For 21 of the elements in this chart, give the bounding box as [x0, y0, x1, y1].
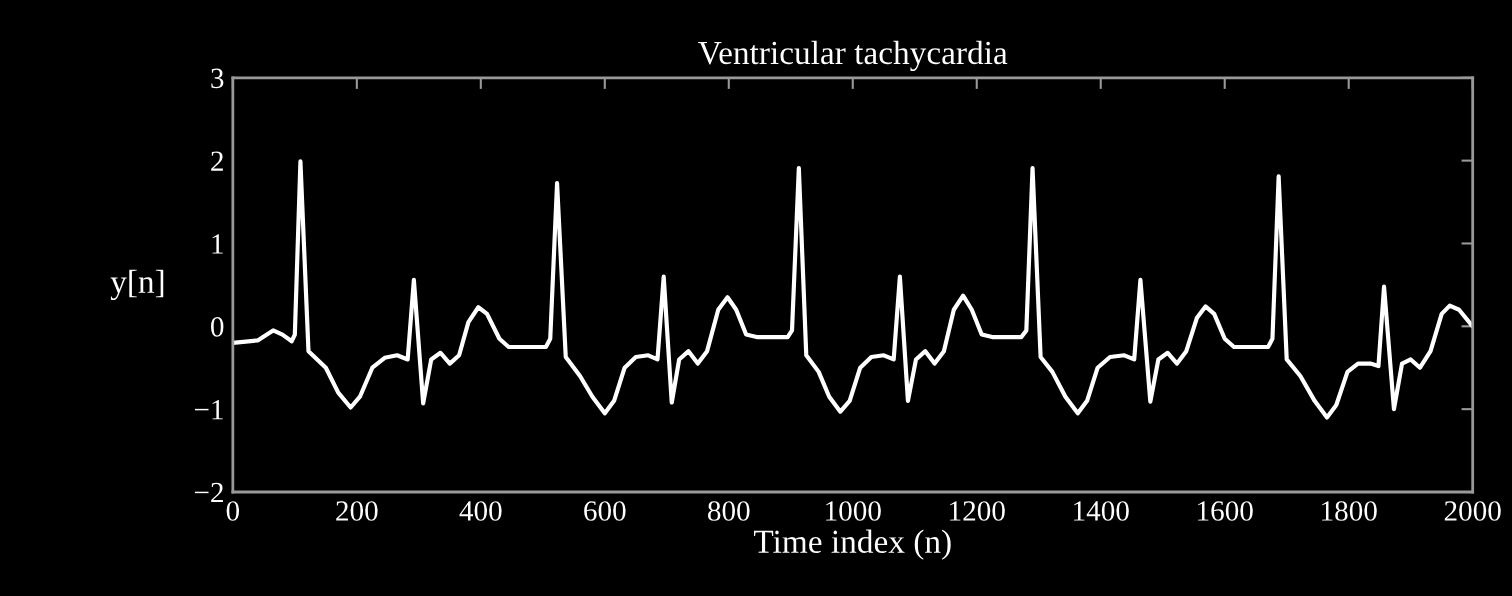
- y-tick-label: 3: [211, 68, 224, 89]
- x-axis-title: Time index (n): [753, 529, 951, 560]
- x-tick-label: 1800: [1322, 501, 1377, 521]
- y-tick-label: 2: [211, 151, 223, 171]
- x-tick-label: 600: [584, 501, 626, 521]
- x-tick-label: 200: [336, 501, 378, 521]
- line-series: [232, 159, 1473, 420]
- y-tick-label: −2: [194, 482, 223, 503]
- x-tick-label: 400: [459, 501, 502, 521]
- x-tick-label: 2000: [1444, 501, 1501, 521]
- x-tick-label: 1000: [826, 501, 881, 521]
- x-tick-label: 1600: [1198, 501, 1253, 521]
- y-tick-label: 0: [211, 317, 224, 337]
- x-tick-label: 0: [226, 501, 240, 521]
- y-tick-label: −1: [194, 400, 223, 420]
- x-tick-label: 1200: [950, 501, 1005, 521]
- y-axis-title: y[n]: [110, 269, 164, 301]
- chart-title: Ventricular tachycardia: [698, 40, 1008, 72]
- x-tick-label: 800: [708, 501, 750, 521]
- x-tick-label: 1400: [1074, 501, 1129, 521]
- y-tick-label: 1: [212, 234, 223, 254]
